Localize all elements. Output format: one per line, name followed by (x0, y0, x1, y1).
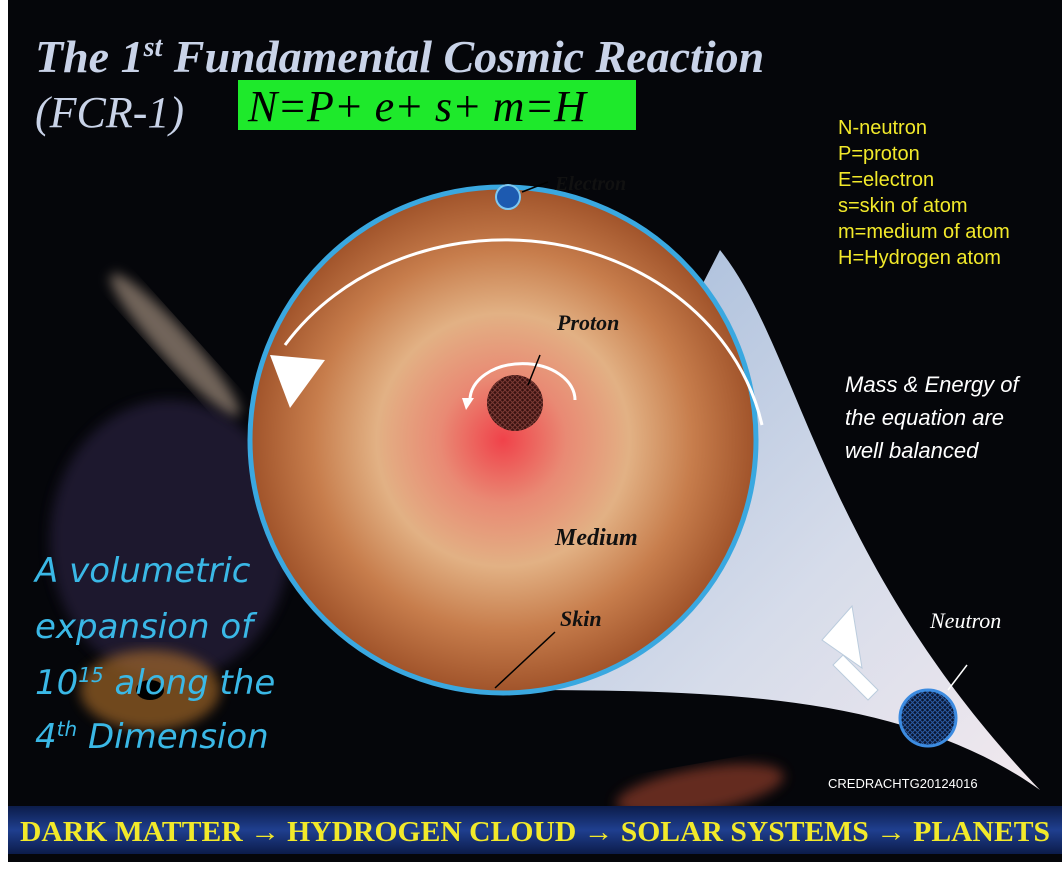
equation: N=P+ e+ s+ m=H (247, 82, 588, 131)
proton (487, 375, 543, 431)
legend-item: m=medium of atom (838, 221, 1010, 243)
motion-arrow (821, 604, 879, 701)
galaxy (110, 273, 240, 417)
label-electron: Electron (554, 173, 626, 195)
credit: CREDRACHTG20124016 (828, 776, 978, 791)
expansion-line: 4th Dimension (35, 717, 269, 757)
expansion-text: Dimension (77, 717, 269, 757)
equation-box (238, 80, 636, 130)
proton-arrow (468, 362, 577, 401)
pointer (527, 354, 541, 386)
expansion-text: along the (104, 663, 276, 703)
note-line: Mass & Energy of (845, 372, 1022, 397)
label-skin: Skin (560, 606, 602, 631)
footer-bar (8, 806, 1062, 854)
arrow-head (270, 355, 325, 408)
expansion-sup: 15 (78, 663, 103, 687)
label-neutron: Neutron (929, 608, 1001, 633)
expansion-line: expansion of (35, 607, 258, 647)
expansion: A volumetric expansion of 1015 along the… (33, 551, 275, 757)
title-text: Fundamental Cosmic Reaction (162, 31, 764, 82)
arrow-head (462, 398, 474, 410)
nebula (50, 400, 290, 680)
title-sup: st (143, 32, 164, 63)
pointer (521, 181, 549, 193)
expansion-text: 10 (35, 663, 78, 703)
legend-item: E=electron (838, 169, 934, 191)
note: Mass & Energy of the equation are well bal… (845, 372, 1022, 463)
label-medium: Medium (554, 525, 638, 551)
pointer (947, 664, 968, 691)
orbit-arrow (283, 238, 764, 426)
title-line2: (FCR-1) (35, 88, 184, 137)
electron (495, 184, 521, 210)
pointer (494, 631, 556, 689)
expansion-line: A volumetric (33, 551, 251, 591)
legend: N-neutron P=proton E=electron s=skin of ato… (838, 117, 1010, 269)
neutron (898, 688, 958, 748)
note-line: well balanced (845, 438, 979, 463)
footer: DARK MATTER → HYDROGEN CLOUD → SOLAR SYS… (20, 817, 1050, 848)
label-proton: Proton (556, 310, 619, 335)
black-hole (136, 680, 164, 700)
legend-item: N-neutron (838, 117, 927, 139)
legend-item: H=Hydrogen atom (838, 247, 1001, 269)
note-line: the equation are (845, 405, 1004, 430)
nebula (616, 763, 784, 817)
expansion-text: 4 (35, 717, 57, 757)
expansion-line: 1015 along the (35, 663, 275, 703)
expansion-sup: th (57, 717, 78, 741)
title-text: The 1 (35, 31, 144, 82)
legend-item: P=proton (838, 143, 920, 165)
title: The 1st Fundamental Cosmic Reaction (35, 31, 764, 82)
legend-item: s=skin of atom (838, 195, 968, 217)
atom (247, 184, 759, 696)
